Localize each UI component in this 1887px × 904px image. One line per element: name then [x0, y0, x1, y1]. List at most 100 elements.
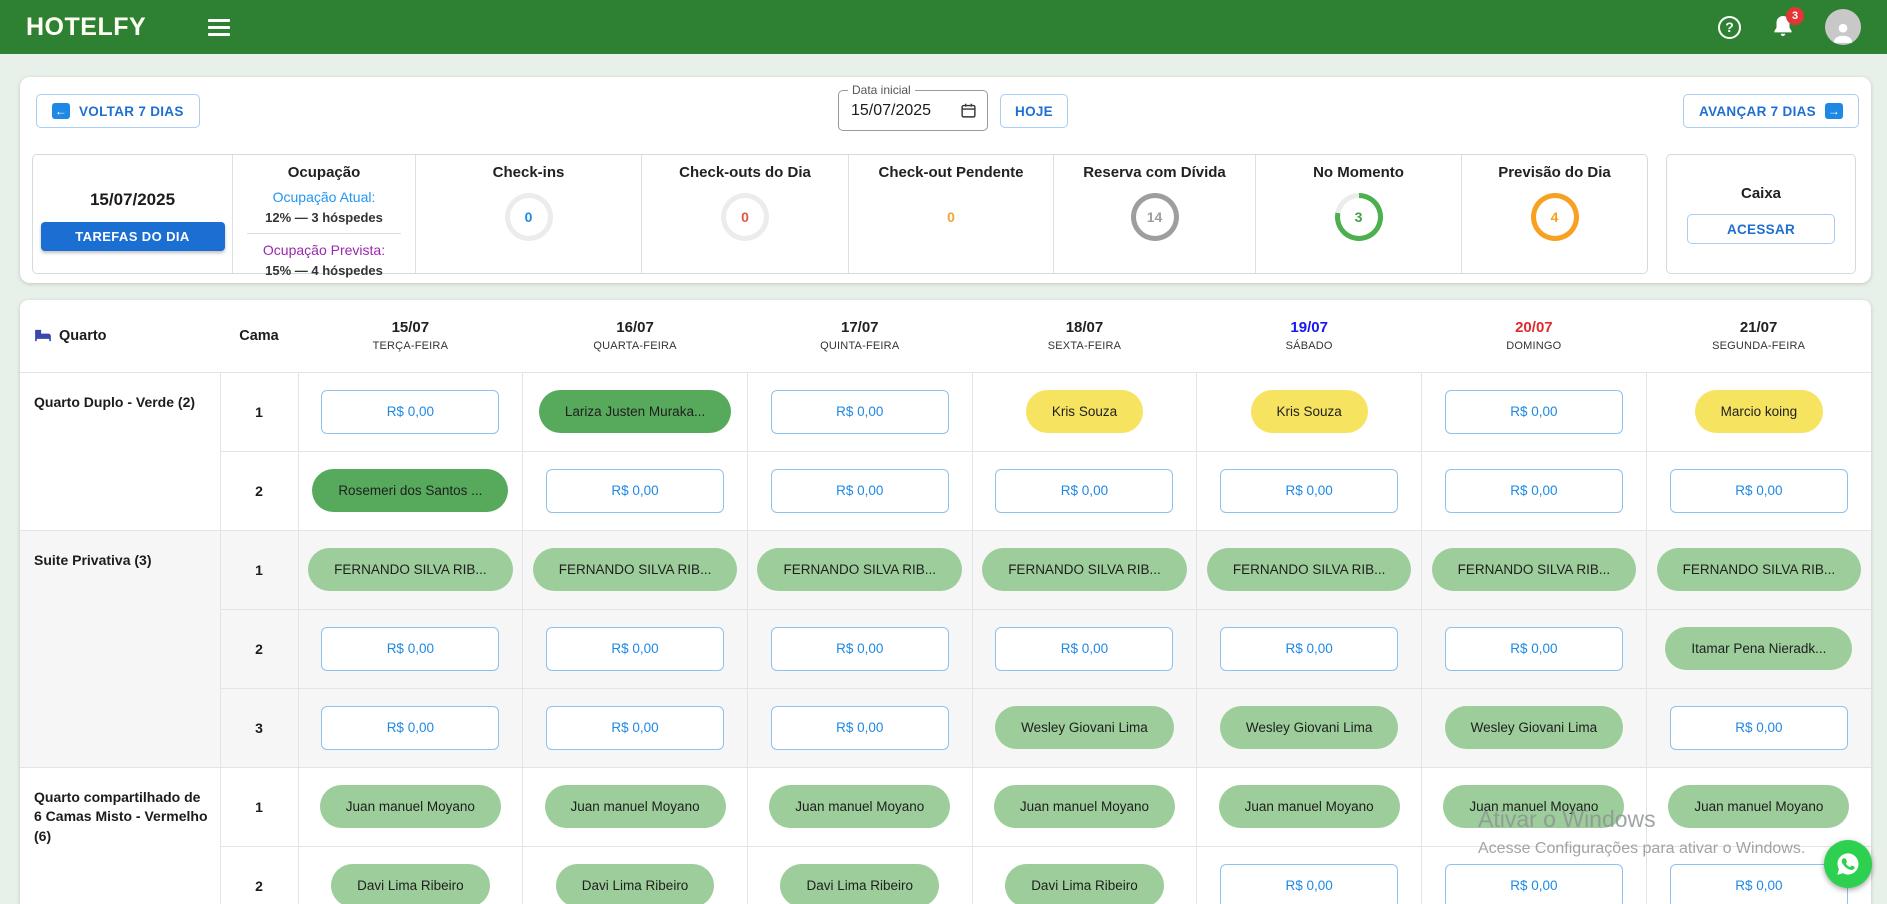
donut-gauge: 4	[1530, 193, 1579, 241]
rate-cell-button[interactable]: R$ 0,00	[1669, 863, 1848, 904]
card-title: Previsão do Dia	[1498, 164, 1611, 181]
rate-cell-button[interactable]: R$ 0,00	[321, 626, 500, 671]
reservation-pill[interactable]: Juan manuel Moyano	[1218, 785, 1400, 828]
rate-cell-button[interactable]: R$ 0,00	[995, 468, 1174, 513]
booking-cell: R$ 0,00	[298, 687, 524, 767]
bed-row: Quarto Duplo - Verde (2) 1 R$ 0,00 Lariza J…	[20, 371, 1871, 530]
booking-cell: Juan manuel Moyano	[1196, 766, 1423, 846]
booking-cell: Wesley Giovani Lima	[1196, 687, 1423, 767]
rate-cell-button[interactable]: R$ 0,00	[1669, 705, 1848, 750]
reservation-pill[interactable]: FERNANDO SILVA RIB...	[308, 548, 513, 591]
rate-cell-button[interactable]: R$ 0,00	[770, 389, 949, 434]
start-date-input[interactable]: Data inicial 15/07/2025	[838, 83, 988, 131]
current-date: 15/07/2025	[89, 190, 176, 209]
rate-cell-button[interactable]: R$ 0,00	[770, 468, 949, 513]
donut-gauge: 14	[1130, 193, 1179, 241]
rate-cell-button[interactable]: R$ 0,00	[1220, 468, 1399, 513]
day-weekday: QUARTA-FEIRA	[593, 340, 677, 353]
reservation-pill[interactable]: FERNANDO SILVA RIB...	[1206, 548, 1412, 591]
reservation-pill[interactable]: Marcio koing	[1694, 390, 1824, 433]
room-name: Quarto compartilhado de 6 Camas Misto - …	[20, 766, 221, 904]
user-avatar[interactable]	[1825, 9, 1861, 45]
back-7-days-button[interactable]: ← VOLTAR 7 DIAS	[36, 94, 200, 128]
reservation-pill[interactable]: Davi Lima Ribeiro	[331, 864, 490, 904]
reservation-pill[interactable]: Davi Lima Ribeiro	[1005, 864, 1164, 904]
reservation-pill[interactable]: Juan manuel Moyano	[993, 785, 1175, 828]
day-column-header: 18/07 SEXTA-FEIRA	[972, 300, 1197, 372]
day-weekday: SEXTA-FEIRA	[1047, 340, 1122, 353]
reservation-pill[interactable]: FERNANDO SILVA RIB...	[1431, 548, 1637, 591]
reservation-pill[interactable]: Rosemeri dos Santos ...	[312, 469, 509, 512]
rate-cell-button[interactable]: R$ 0,00	[770, 626, 949, 671]
reservation-pill[interactable]: FERNANDO SILVA RIB...	[757, 548, 963, 591]
rate-cell-button[interactable]: R$ 0,00	[546, 705, 725, 750]
reservation-pill[interactable]: FERNANDO SILVA RIB...	[532, 548, 738, 591]
rate-cell-button[interactable]: R$ 0,00	[1669, 468, 1848, 513]
room-column-header: Quarto	[20, 300, 220, 372]
card-title: No Momento	[1313, 164, 1404, 181]
reservation-pill[interactable]: Juan manuel Moyano	[1443, 785, 1625, 828]
rate-cell-button[interactable]: R$ 0,00	[1220, 626, 1399, 671]
reservation-pill[interactable]: Lariza Justen Muraka...	[538, 390, 732, 433]
reservation-pill[interactable]: Juan manuel Moyano	[544, 785, 726, 828]
booking-cell: R$ 0,00	[747, 371, 973, 451]
booking-cell: Juan manuel Moyano	[1646, 766, 1871, 846]
reservation-pill[interactable]: Davi Lima Ribeiro	[555, 864, 715, 904]
booking-cell: R$ 0,00	[1421, 845, 1647, 904]
rate-cell-button[interactable]: R$ 0,00	[1444, 389, 1623, 434]
calendar-icon[interactable]	[960, 102, 977, 119]
stat-value: 0	[726, 198, 764, 236]
card-title: Reserva com Dívida	[1083, 164, 1226, 181]
booking-cell: Juan manuel Moyano	[298, 766, 524, 846]
help-icon[interactable]: ?	[1718, 15, 1741, 39]
booking-cell: FERNANDO SILVA RIB...	[522, 529, 748, 609]
donut-gauge: 3	[1334, 193, 1383, 241]
notifications-button[interactable]: 3	[1771, 7, 1804, 40]
bed-row: Quarto compartilhado de 6 Camas Misto - …	[20, 766, 1871, 904]
today-tasks-card: 15/07/2025 TAREFAS DO DIA	[33, 155, 233, 273]
whatsapp-button[interactable]	[1824, 840, 1872, 888]
booking-cell: R$ 0,00	[1196, 608, 1423, 688]
rate-cell-button[interactable]: R$ 0,00	[546, 468, 725, 513]
booking-cell: FERNANDO SILVA RIB...	[1646, 529, 1871, 609]
rate-cell-button[interactable]: R$ 0,00	[1220, 863, 1399, 904]
open-cash-register-button[interactable]: ACESSAR	[1687, 214, 1835, 244]
reservation-pill[interactable]: Itamar Pena Nieradk...	[1665, 627, 1853, 670]
occupancy-forecast-value: 15% — 4 hóspedes	[265, 263, 383, 278]
rate-cell-button[interactable]: R$ 0,00	[1444, 468, 1623, 513]
tasks-of-day-button[interactable]: TAREFAS DO DIA	[40, 222, 225, 251]
reservation-pill[interactable]: Kris Souza	[1025, 390, 1144, 433]
reservation-pill[interactable]: Juan manuel Moyano	[319, 785, 501, 828]
bed-row: 2 R$ 0,00 R$ 0,00 R$ 0,00 R$ 0,00 R$ 0,00 R$ 0…	[20, 608, 1871, 688]
reservation-pill[interactable]: Juan manuel Moyano	[1668, 785, 1850, 828]
reservation-pill[interactable]: FERNANDO SILVA RIB...	[1656, 548, 1862, 591]
hamburger-menu-icon[interactable]	[208, 18, 231, 36]
rate-cell-button[interactable]: R$ 0,00	[995, 626, 1174, 671]
donut-gauge: 0	[504, 193, 553, 241]
booking-cell: Juan manuel Moyano	[972, 766, 1198, 846]
rate-cell-button[interactable]: R$ 0,00	[770, 705, 949, 750]
reservation-pill[interactable]: FERNANDO SILVA RIB...	[982, 548, 1187, 591]
reservation-pill[interactable]: Wesley Giovani Lima	[1444, 706, 1624, 749]
bed-number: 2	[220, 450, 299, 530]
reservation-pill[interactable]: Wesley Giovani Lima	[995, 706, 1174, 749]
forward-7-days-button[interactable]: AVANÇAR 7 DIAS →	[1683, 94, 1859, 128]
back-7-days-label: VOLTAR 7 DIAS	[79, 103, 184, 119]
booking-cell: FERNANDO SILVA RIB...	[298, 529, 524, 609]
day-column-header: 21/07 SEGUNDA-FEIRA	[1646, 300, 1871, 372]
reservation-pill[interactable]: Kris Souza	[1250, 390, 1368, 433]
rate-cell-button[interactable]: R$ 0,00	[321, 389, 500, 434]
control-panel: ← VOLTAR 7 DIAS Data inicial 15/07/2025 …	[20, 77, 1871, 283]
reservation-pill[interactable]: Juan manuel Moyano	[769, 785, 951, 828]
occupancy-forecast-label: Ocupação Prevista:	[262, 242, 386, 258]
rate-cell-button[interactable]: R$ 0,00	[1444, 626, 1623, 671]
rate-cell-button[interactable]: R$ 0,00	[321, 705, 500, 750]
bed-number: 2	[220, 845, 299, 904]
rate-cell-button[interactable]: R$ 0,00	[1444, 863, 1623, 904]
booking-cell: Lariza Justen Muraka...	[522, 371, 748, 451]
today-button[interactable]: HOJE	[1000, 94, 1068, 128]
room-name: Suite Privativa (3)	[20, 529, 221, 767]
rate-cell-button[interactable]: R$ 0,00	[546, 626, 725, 671]
reservation-pill[interactable]: Wesley Giovani Lima	[1219, 706, 1399, 749]
reservation-pill[interactable]: Davi Lima Ribeiro	[780, 864, 940, 904]
